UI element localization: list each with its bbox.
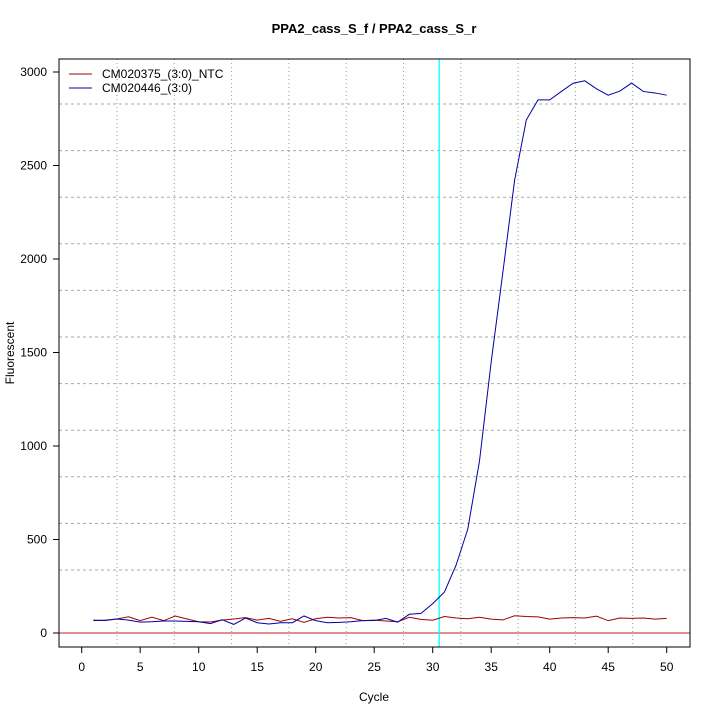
y-tick-label: 500 xyxy=(27,533,47,547)
x-tick-label: 10 xyxy=(192,660,206,674)
y-tick-label: 2000 xyxy=(20,252,47,266)
series-line-0 xyxy=(93,615,667,623)
reference-lines xyxy=(59,59,690,647)
x-tick-label: 5 xyxy=(137,660,144,674)
y-tick-label: 2500 xyxy=(20,159,47,173)
x-tick-label: 25 xyxy=(368,660,382,674)
chart-title: PPA2_cass_S_f / PPA2_cass_S_r xyxy=(272,21,477,36)
plot-border xyxy=(58,58,691,648)
x-tick-label: 40 xyxy=(543,660,557,674)
x-tick-label: 50 xyxy=(660,660,674,674)
x-tick-label: 35 xyxy=(485,660,499,674)
y-tick-label: 1500 xyxy=(20,346,47,360)
x-axis-label: Cycle xyxy=(359,690,389,704)
legend-label-1: CM020446_(3:0) xyxy=(102,81,192,95)
x-tick-label: 45 xyxy=(602,660,616,674)
x-tick-label: 0 xyxy=(78,660,85,674)
y-axis-label: Fluorescent xyxy=(3,321,17,384)
y-tick-label: 0 xyxy=(40,626,47,640)
x-tick-label: 30 xyxy=(426,660,440,674)
y-axis: 0 500 1000 1500 2000 2500 3000 xyxy=(20,65,59,640)
series-line-1 xyxy=(93,80,667,625)
x-tick-label: 20 xyxy=(309,660,323,674)
x-tick-label: 15 xyxy=(251,660,265,674)
grid xyxy=(59,59,690,647)
y-tick-label: 3000 xyxy=(20,65,47,79)
legend-label-0: CM020375_(3:0)_NTC xyxy=(102,67,224,81)
y-tick-label: 1000 xyxy=(20,439,47,453)
series-lines xyxy=(93,80,667,625)
x-axis: 0 5 10 15 20 25 30 35 40 45 50 xyxy=(78,646,674,674)
